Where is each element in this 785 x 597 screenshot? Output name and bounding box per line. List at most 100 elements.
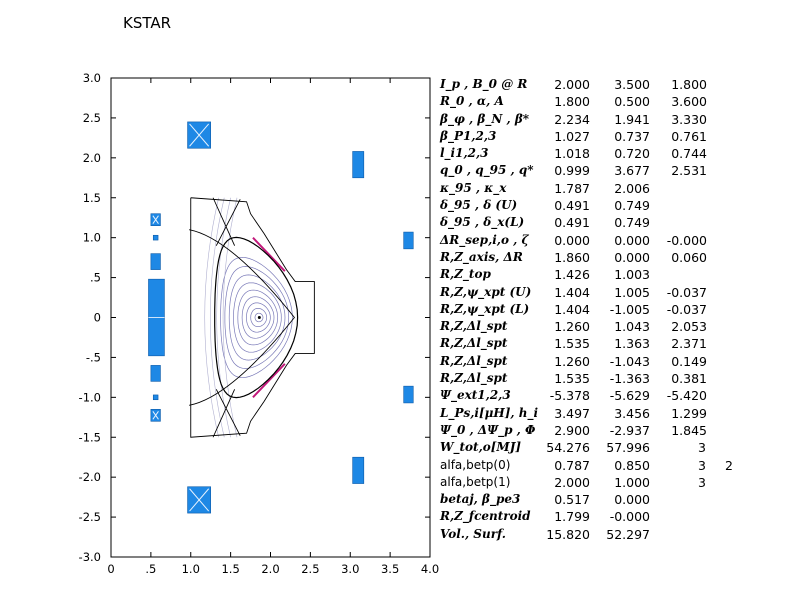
param-value: 3 bbox=[698, 457, 706, 473]
param-label: R,Z,Δl_spt bbox=[440, 319, 508, 334]
param-value: 3.677 bbox=[614, 163, 650, 179]
flux-contour bbox=[224, 266, 290, 369]
param-row: ΔR_sep,i,o , ζ 0.000 0.000 -0.000 bbox=[440, 232, 785, 249]
param-value: 0.000 bbox=[614, 492, 650, 508]
y-tick-label: -1.5 bbox=[79, 430, 101, 444]
x-tick-label: 4.0 bbox=[421, 562, 439, 576]
pf-coil bbox=[152, 234, 159, 241]
param-row: R,Z,ψ_xpt (L) 1.404 -1.005 -0.037 bbox=[440, 301, 785, 318]
param-row: β_P1,2,3 1.027 0.737 0.761 bbox=[440, 128, 785, 145]
pf-coil-cross bbox=[152, 215, 159, 224]
flux-contour bbox=[246, 302, 271, 333]
param-label: alfa,betp(1) bbox=[440, 474, 511, 489]
param-value: 1.043 bbox=[614, 319, 650, 335]
param-label: R,Z,Δl_spt bbox=[440, 353, 508, 368]
param-value: 2 bbox=[725, 457, 733, 473]
divertor-plate bbox=[252, 236, 286, 272]
param-value: 0.761 bbox=[671, 128, 707, 144]
param-value: 1.426 bbox=[554, 267, 590, 283]
param-label: L_Ps,i[μH], h_i bbox=[440, 405, 539, 420]
param-label: R,Z,ψ_xpt (L) bbox=[440, 301, 530, 316]
param-value: 1.018 bbox=[554, 146, 590, 162]
param-row: q_0 , q_95 , q* 0.999 3.677 2.531 bbox=[440, 162, 785, 179]
y-tick-label: 3.0 bbox=[83, 71, 101, 85]
pf-coil bbox=[352, 151, 365, 179]
x-tick-label: 2.0 bbox=[261, 562, 279, 576]
param-value: 0.517 bbox=[554, 492, 590, 508]
param-label: R,Z_fcentroid bbox=[440, 509, 531, 524]
param-value: 1.860 bbox=[554, 249, 590, 265]
y-tick-label: 2.0 bbox=[83, 151, 101, 165]
param-value: 0.999 bbox=[554, 163, 590, 179]
flux-contour bbox=[254, 312, 264, 323]
param-value: 1.404 bbox=[554, 284, 590, 300]
param-value: 3.600 bbox=[671, 94, 707, 110]
param-value: 0.491 bbox=[554, 215, 590, 231]
param-row: R,Z,Δl_spt 1.535 -1.363 0.381 bbox=[440, 370, 785, 387]
param-value: 1.027 bbox=[554, 128, 590, 144]
param-value: 57.996 bbox=[606, 440, 650, 456]
param-value: 52.297 bbox=[606, 526, 650, 542]
param-value: -5.420 bbox=[666, 388, 707, 404]
param-row: alfa,betp(0) 0.787 0.850 3 2 bbox=[440, 457, 785, 474]
x-tick-label: .5 bbox=[145, 562, 156, 576]
param-value: 0.000 bbox=[614, 249, 650, 265]
param-row: Ψ_ext1,2,3 -5.378 -5.629 -5.420 bbox=[440, 387, 785, 404]
sol-flux-line bbox=[222, 197, 238, 438]
param-value: 3.497 bbox=[554, 405, 590, 421]
param-value: 1.941 bbox=[614, 111, 650, 127]
param-value: 0.381 bbox=[671, 371, 707, 387]
param-row: R_0 , α, A 1.800 0.500 3.600 bbox=[440, 93, 785, 110]
magnetic-axis bbox=[257, 316, 261, 319]
param-label: R,Z_axis, ΔR bbox=[440, 249, 523, 264]
sol-flux-line bbox=[204, 197, 219, 438]
param-value: 0.749 bbox=[614, 198, 650, 214]
param-label: W_tot,o[MJ] bbox=[440, 440, 522, 455]
y-tick-label: -3.0 bbox=[79, 550, 101, 564]
param-value: -1.005 bbox=[609, 301, 650, 317]
param-value: -1.043 bbox=[609, 353, 650, 369]
axis-ticks: 0 .5 1.0 1.5 2.0 2.5 3.0 3.5 4.0 3.0 2.5 2.0 1.5 1.0.… bbox=[79, 71, 440, 576]
flux-contour bbox=[241, 296, 275, 339]
param-value: 0.149 bbox=[671, 353, 707, 369]
parameter-table: I_p , B_0 @ R 2.000 3.500 1.800 R_0 , α, A 1.… bbox=[440, 76, 785, 543]
separatrix bbox=[189, 197, 299, 438]
x-tick-label: 2.5 bbox=[301, 562, 319, 576]
pf-coil bbox=[352, 456, 365, 484]
param-value: 0.720 bbox=[614, 146, 650, 162]
flux-contour bbox=[233, 282, 282, 353]
param-label: ΔR_sep,i,o , ζ bbox=[440, 232, 529, 247]
param-value: 1.845 bbox=[671, 422, 707, 438]
pf-coils bbox=[148, 121, 414, 514]
param-label: R,Z,Δl_spt bbox=[440, 371, 508, 386]
param-row: R,Z_fcentroid 1.799 -0.000 bbox=[440, 508, 785, 525]
param-value: -0.000 bbox=[666, 232, 707, 248]
param-value: 1.535 bbox=[554, 371, 590, 387]
pf-coil bbox=[152, 394, 159, 401]
param-value: 0.000 bbox=[554, 232, 590, 248]
param-value: 0.500 bbox=[614, 94, 650, 110]
param-value: 3.330 bbox=[671, 111, 707, 127]
param-value: 1.003 bbox=[614, 267, 650, 283]
pf-coil-cross bbox=[189, 123, 210, 147]
flux-contour bbox=[228, 274, 286, 361]
param-row: I_p , B_0 @ R 2.000 3.500 1.800 bbox=[440, 76, 785, 93]
param-row: alfa,betp(1) 2.000 1.000 3 bbox=[440, 474, 785, 491]
flux-contour bbox=[237, 289, 279, 346]
pf-coil bbox=[150, 253, 161, 270]
param-value: 1.787 bbox=[554, 180, 590, 196]
param-value: 1.535 bbox=[554, 336, 590, 352]
y-tick-label: -1.0 bbox=[79, 390, 101, 404]
flux-surfaces bbox=[204, 197, 293, 438]
param-row: β_φ , β_N , β* 2.234 1.941 3.330 bbox=[440, 111, 785, 128]
param-row: L_Ps,i[μH], h_i 3.497 3.456 1.299 bbox=[440, 405, 785, 422]
param-value: 2.053 bbox=[671, 319, 707, 335]
param-label: q_0 , q_95 , q* bbox=[440, 163, 534, 178]
param-value: 2.900 bbox=[554, 422, 590, 438]
param-value: 2.000 bbox=[554, 77, 590, 92]
param-value: 0.491 bbox=[554, 198, 590, 214]
param-label: β_P1,2,3 bbox=[440, 128, 497, 143]
divertor-plate bbox=[252, 363, 286, 399]
pf-coil-cross bbox=[152, 411, 159, 420]
param-value: 1.404 bbox=[554, 301, 590, 317]
